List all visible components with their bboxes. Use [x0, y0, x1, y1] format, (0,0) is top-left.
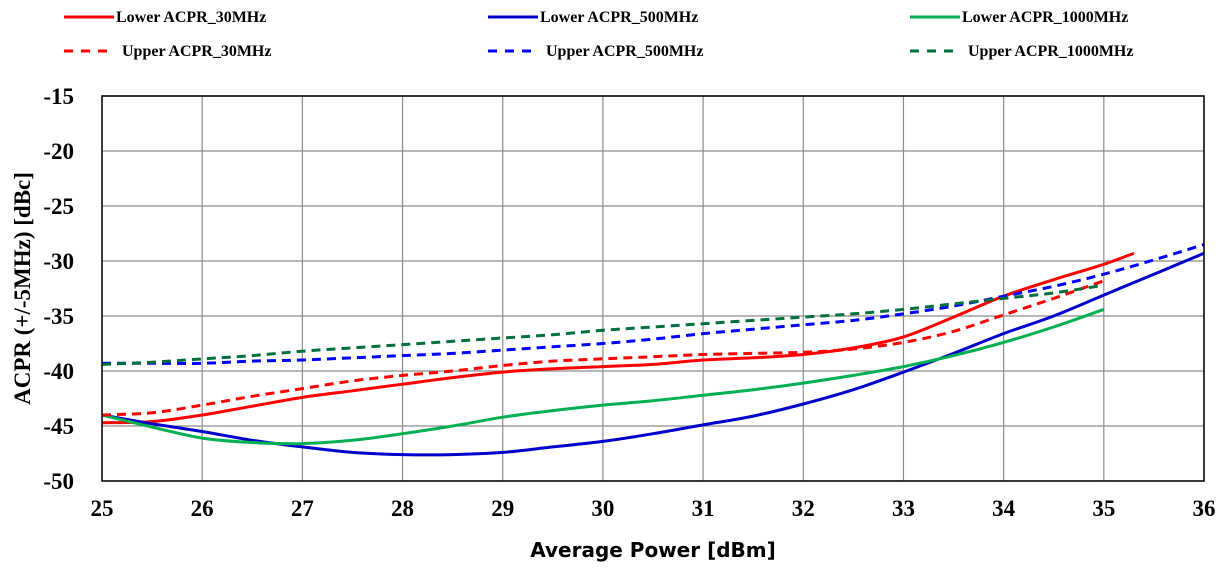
legend: Lower ACPR_30MHz Lower ACPR_500MHz Lower A… — [64, 9, 1133, 60]
x-tick-labels: 25 26 27 28 29 30 31 32 33 34 35 36 — [91, 496, 1216, 521]
grid — [101, 95, 1205, 482]
y-tick-label: -30 — [43, 249, 74, 274]
x-tick-label: 33 — [892, 496, 915, 521]
y-tick-label: -15 — [43, 84, 74, 109]
series-line-lower-acpr-1000mhz — [101, 307, 1105, 446]
x-tick-label: 32 — [792, 496, 815, 521]
series-line-lower-acpr-30mhz — [101, 251, 1135, 425]
legend-item-upper-acpr-1000mhz: Upper ACPR_1000MHz — [910, 43, 1133, 60]
legend-label: Upper ACPR_500MHz — [546, 43, 703, 60]
legend-item-lower-acpr-500mhz: Lower ACPR_500MHz — [488, 9, 698, 26]
series-line-upper-acpr-30mhz — [101, 279, 1105, 417]
legend-item-lower-acpr-1000mhz: Lower ACPR_1000MHz — [910, 9, 1128, 26]
x-tick-label: 36 — [1193, 496, 1216, 521]
y-tick-label: -20 — [43, 139, 74, 164]
x-tick-label: 25 — [91, 496, 114, 521]
legend-item-upper-acpr-500mhz: Upper ACPR_500MHz — [488, 43, 703, 60]
y-tick-label: -25 — [43, 194, 74, 219]
y-tick-label: -35 — [43, 304, 74, 329]
x-axis-label: Average Power [dBm] — [530, 538, 776, 562]
x-tick-label: 26 — [191, 496, 214, 521]
y-tick-label: -45 — [43, 414, 74, 439]
y-tick-label: -50 — [43, 469, 74, 494]
series-line-upper-acpr-1000mhz — [101, 283, 1105, 366]
x-tick-label: 29 — [491, 496, 514, 521]
x-tick-label: 27 — [291, 496, 314, 521]
x-tick-label: 34 — [992, 496, 1016, 521]
plot-frame — [101, 95, 1205, 482]
series-lines — [101, 243, 1205, 457]
y-tick-label: -40 — [43, 359, 74, 384]
x-tick-label: 30 — [591, 496, 614, 521]
x-tick-label: 31 — [692, 496, 715, 521]
legend-label: Lower ACPR_500MHz — [540, 9, 698, 26]
legend-label: Lower ACPR_1000MHz — [962, 9, 1128, 26]
legend-label: Upper ACPR_1000MHz — [968, 43, 1133, 60]
series-line-upper-acpr-500mhz — [102, 243, 1205, 365]
legend-item-upper-acpr-30mhz: Upper ACPR_30MHz — [64, 43, 271, 60]
legend-label: Upper ACPR_30MHz — [122, 43, 271, 60]
legend-item-lower-acpr-30mhz: Lower ACPR_30MHz — [64, 9, 266, 26]
legend-label: Lower ACPR_30MHz — [116, 9, 266, 26]
y-tick-labels: -15 -20 -25 -30 -35 -40 -45 -50 — [43, 84, 74, 494]
y-axis-label: ACPR (+/-5MHz) [dBc] — [10, 172, 35, 405]
x-tick-label: 28 — [391, 496, 414, 521]
x-tick-label: 35 — [1092, 496, 1115, 521]
